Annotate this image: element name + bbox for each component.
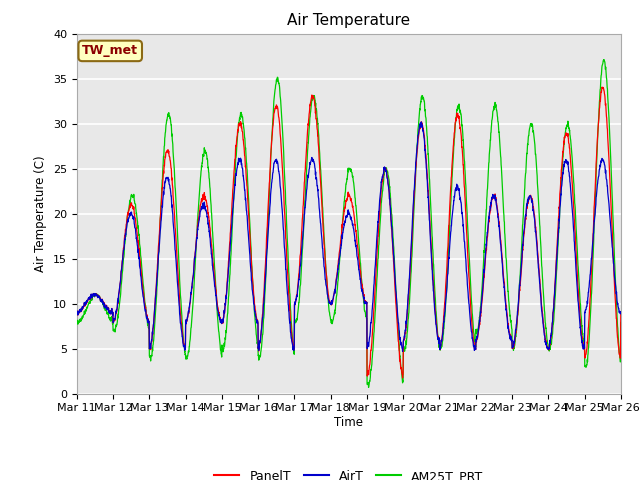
Line: AirT: AirT bbox=[77, 122, 621, 351]
AirT bbox=[617, 311, 625, 316]
Line: AM25T_PRT: AM25T_PRT bbox=[77, 60, 621, 387]
AM25T_PRT bbox=[507, 317, 515, 323]
Line: PanelT: PanelT bbox=[77, 87, 621, 378]
PanelT bbox=[507, 333, 515, 339]
PanelT bbox=[73, 309, 81, 315]
PanelT bbox=[569, 191, 577, 196]
AM25T_PRT bbox=[376, 216, 384, 221]
AM25T_PRT bbox=[73, 318, 81, 324]
Title: Air Temperature: Air Temperature bbox=[287, 13, 410, 28]
AM25T_PRT bbox=[617, 320, 625, 325]
PanelT bbox=[399, 375, 406, 381]
AirT bbox=[584, 289, 592, 295]
AirT bbox=[399, 348, 406, 354]
AM25T_PRT bbox=[365, 380, 372, 385]
AirT bbox=[376, 193, 384, 199]
Legend: PanelT, AirT, AM25T_PRT: PanelT, AirT, AM25T_PRT bbox=[209, 465, 488, 480]
AM25T_PRT bbox=[225, 294, 232, 300]
X-axis label: Time: Time bbox=[334, 416, 364, 429]
Text: TW_met: TW_met bbox=[82, 44, 138, 58]
AirT bbox=[417, 119, 425, 125]
AM25T_PRT bbox=[600, 57, 607, 63]
Y-axis label: Air Temperature (C): Air Temperature (C) bbox=[35, 156, 47, 272]
AM25T_PRT bbox=[569, 166, 577, 172]
AirT bbox=[365, 339, 372, 345]
PanelT bbox=[617, 311, 625, 316]
PanelT bbox=[376, 202, 384, 207]
AirT bbox=[73, 309, 81, 315]
AM25T_PRT bbox=[365, 384, 372, 390]
AM25T_PRT bbox=[584, 351, 592, 357]
PanelT bbox=[365, 368, 372, 373]
PanelT bbox=[584, 331, 592, 337]
PanelT bbox=[598, 84, 606, 90]
AirT bbox=[508, 335, 515, 341]
PanelT bbox=[225, 259, 232, 264]
AirT bbox=[570, 221, 577, 227]
AirT bbox=[225, 264, 232, 270]
